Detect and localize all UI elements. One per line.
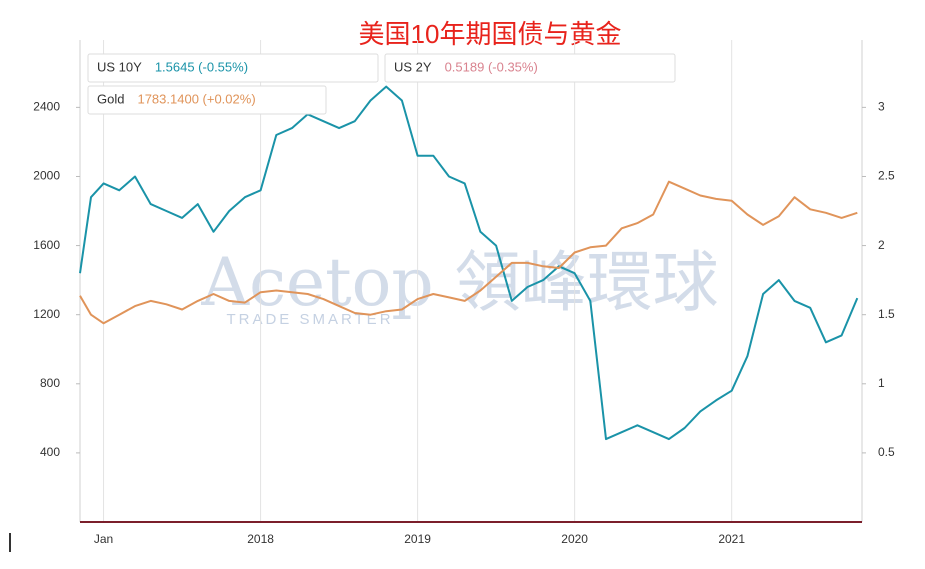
- legend-box: [87, 85, 327, 115]
- x-tick-label: 2021: [718, 532, 745, 546]
- legend-name: Gold: [97, 91, 124, 106]
- y2-tick-label: 3: [878, 100, 885, 114]
- y2-tick-label: 2.5: [878, 169, 895, 183]
- x-tick-label: 2018: [247, 532, 274, 546]
- chart-title: 美国10年期国债与黄金: [359, 19, 622, 49]
- legend-name: US 10Y: [97, 59, 142, 74]
- watermark-brand: Acetop 領峰環球: [200, 244, 718, 321]
- watermark-tagline: TRADE SMARTER: [226, 311, 393, 328]
- legend-value: 0.5189 (-0.35%): [445, 59, 538, 74]
- x-tick-label: 2020: [561, 532, 588, 546]
- y2-tick-label: 1: [878, 376, 885, 390]
- y2-tick-label: 2: [878, 238, 885, 252]
- legend-name: US 2Y: [394, 59, 432, 74]
- y-tick-label: 2400: [33, 100, 60, 114]
- y-tick-label: 400: [40, 445, 60, 459]
- y-tick-label: 1600: [33, 238, 60, 252]
- x-tick-label: 2019: [404, 532, 431, 546]
- legend-value: 1783.1400 (+0.02%): [137, 91, 255, 106]
- y-tick-label: 1200: [33, 307, 60, 321]
- legend-box: [384, 53, 676, 83]
- y-tick-label: 800: [40, 376, 60, 390]
- legend-value: 1.5645 (-0.55%): [155, 59, 248, 74]
- x-tick-label: Jan: [94, 532, 113, 546]
- y2-tick-label: 0.5: [878, 445, 895, 459]
- y-tick-label: 2000: [33, 169, 60, 183]
- series-line: [79, 85, 859, 441]
- legend-box: [87, 53, 379, 83]
- y2-tick-label: 1.5: [878, 307, 895, 321]
- series-line: [79, 180, 858, 325]
